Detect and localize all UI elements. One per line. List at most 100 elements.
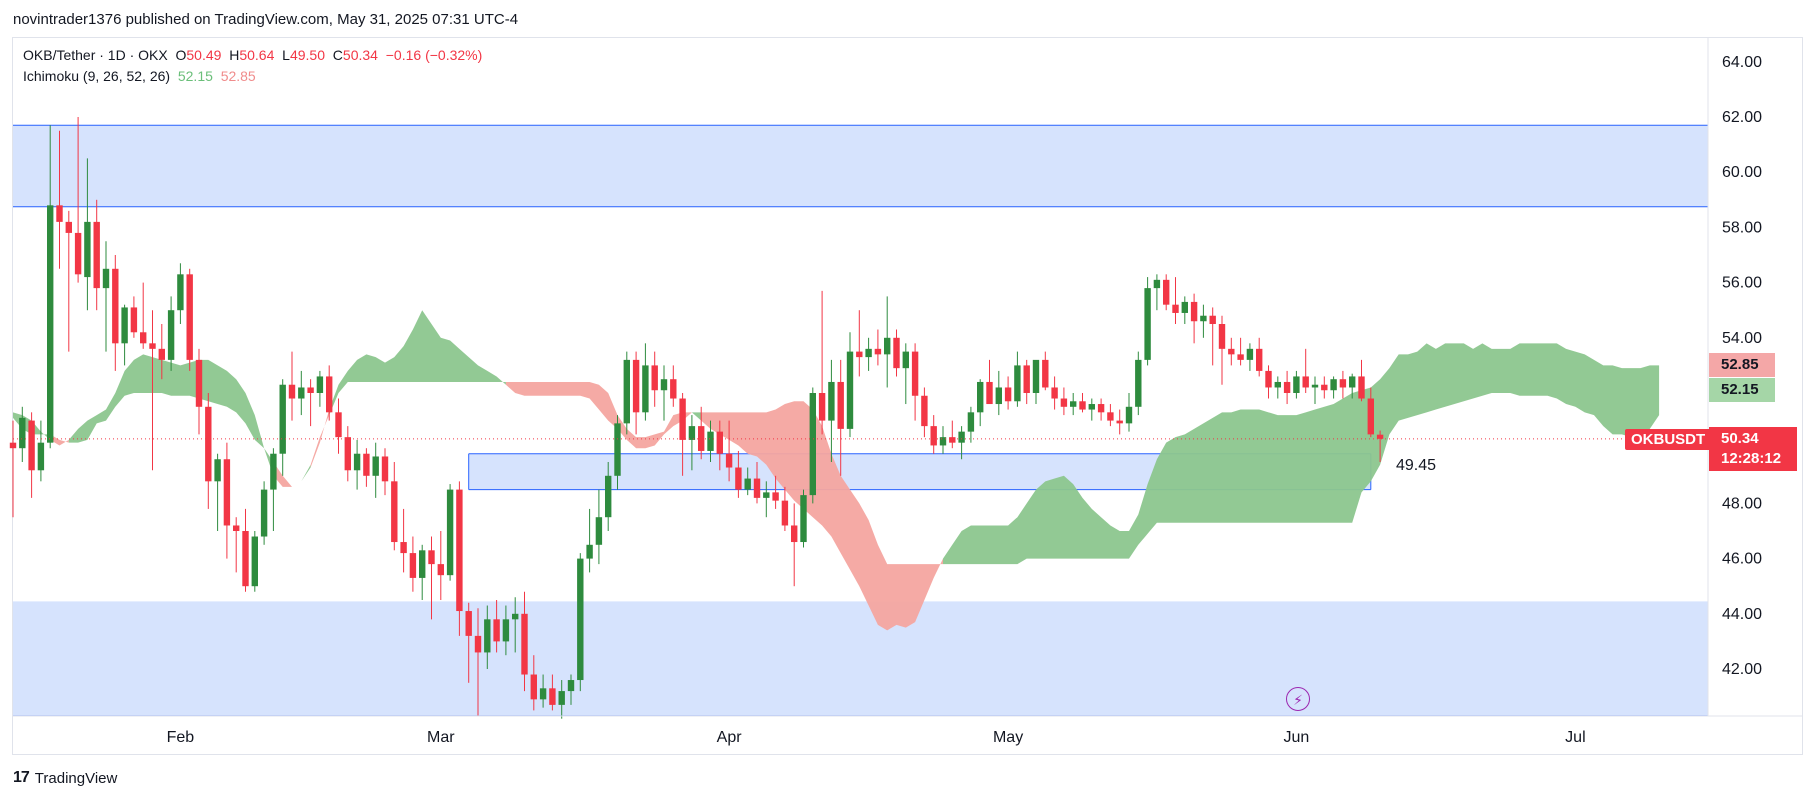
senkou-b-price-tag: 52.85 [1709, 353, 1775, 377]
candle-down [725, 453, 733, 468]
y-tick-label: 58.00 [1722, 219, 1762, 236]
candle-up [707, 431, 714, 451]
candle-down [837, 381, 844, 429]
y-tick-label: 42.00 [1722, 661, 1762, 678]
candle-up [977, 381, 984, 413]
candle-up [1181, 301, 1188, 313]
candle-down [856, 351, 863, 358]
candle-down [195, 359, 203, 407]
candle-up [1125, 406, 1133, 424]
candle-down [1060, 398, 1068, 407]
candle-up [19, 417, 26, 449]
legend-indicator-value-b: 52.85 [220, 68, 256, 84]
candle-down [344, 437, 351, 471]
candle-down [158, 348, 165, 360]
legend-close-label: C [332, 47, 343, 63]
candle-down [205, 406, 212, 482]
candle-up [614, 423, 621, 476]
cloud-bearish-segment [50, 434, 69, 446]
x-tick-label: Jun [1284, 729, 1310, 746]
candle-down [921, 395, 928, 427]
candle-down [1218, 324, 1226, 349]
candle-up [1153, 279, 1161, 289]
candle-down [818, 393, 826, 421]
chart-legend: OKB/Tether · 1D · OKX O50.49 H50.64 L49.… [23, 45, 482, 87]
candle-down [130, 307, 138, 333]
candle-up [800, 495, 807, 543]
candle-up [502, 619, 510, 642]
candle-up [567, 680, 575, 692]
candle-down [381, 456, 389, 482]
candle-down [1358, 376, 1365, 399]
y-tick-label: 54.00 [1722, 330, 1762, 347]
last-price-badge: 50.34 12:28:12 [1709, 427, 1797, 471]
candle-down [307, 387, 314, 393]
cloud-bullish-segment [292, 464, 311, 487]
y-tick-label: 62.00 [1722, 109, 1762, 126]
candle-down [335, 412, 342, 438]
candle-up [809, 393, 816, 496]
legend-low-label: L [282, 47, 290, 63]
candle-down [1116, 420, 1123, 424]
candle-down [186, 274, 193, 360]
candle-up [37, 442, 45, 471]
candle-down [735, 467, 742, 490]
candle-down [326, 376, 333, 413]
candle-up [744, 478, 751, 490]
candle-up [642, 365, 649, 413]
candle-down [1097, 404, 1105, 413]
candle-down [1163, 279, 1170, 305]
candle-up [763, 492, 770, 498]
candle-down [651, 365, 658, 391]
legend-indicator-value-a: 52.15 [177, 68, 213, 84]
candle-down [56, 205, 63, 222]
candle-down [1190, 301, 1198, 322]
candle-up [419, 550, 426, 578]
x-tick-label: May [993, 729, 1023, 746]
legend-indicator[interactable]: Ichimoku (9, 26, 52, 26) [23, 68, 171, 84]
cloud-bearish-segment [310, 409, 330, 468]
chart-frame[interactable] [12, 37, 1803, 755]
candle-down [140, 332, 147, 344]
cloud-bullish-segment [943, 343, 1660, 565]
candle-down [28, 420, 35, 471]
candle-up [484, 619, 491, 653]
candle-up [558, 691, 565, 705]
candle-down [549, 688, 556, 705]
y-tick-label: 44.00 [1722, 606, 1762, 623]
candle-up [1144, 288, 1151, 360]
candle-up [967, 412, 975, 432]
candle-down [233, 525, 240, 531]
cloud-bullish-segment [329, 310, 506, 416]
candle-up [1070, 401, 1077, 407]
candle-down [530, 674, 537, 700]
cloud-bullish-segment [68, 354, 274, 476]
candle-down [753, 478, 761, 498]
candle-up [884, 337, 891, 355]
zone-level-label: 49.45 [1396, 457, 1437, 474]
candle-down [781, 500, 789, 526]
candle-down [149, 343, 156, 349]
tradingview-logo[interactable]: 17 TradingView [13, 769, 117, 787]
candle-up [586, 544, 593, 559]
legend-high: 50.64 [239, 47, 275, 63]
candle-down [493, 619, 500, 642]
lightning-icon[interactable]: ⚡ [1286, 687, 1310, 711]
candle-up [47, 205, 54, 443]
upper-supply-zone [13, 125, 1708, 207]
candle-down [716, 431, 723, 454]
candle-down [288, 384, 296, 399]
x-tick-label: Jul [1565, 729, 1585, 746]
legend-indicator-row: Ichimoku (9, 26, 52, 26) 52.15 52.85 [23, 66, 482, 87]
candle-up [270, 453, 277, 490]
cloud-bearish-segment [701, 401, 943, 631]
candle-down [521, 613, 528, 675]
candle-up [214, 459, 221, 482]
candle-down [400, 542, 407, 554]
candle-down [391, 481, 398, 543]
y-tick-label: 64.00 [1722, 54, 1762, 71]
candle-up [512, 613, 519, 620]
candle-up [1200, 315, 1207, 322]
legend-symbol[interactable]: OKB/Tether · 1D · OKX [23, 47, 168, 63]
